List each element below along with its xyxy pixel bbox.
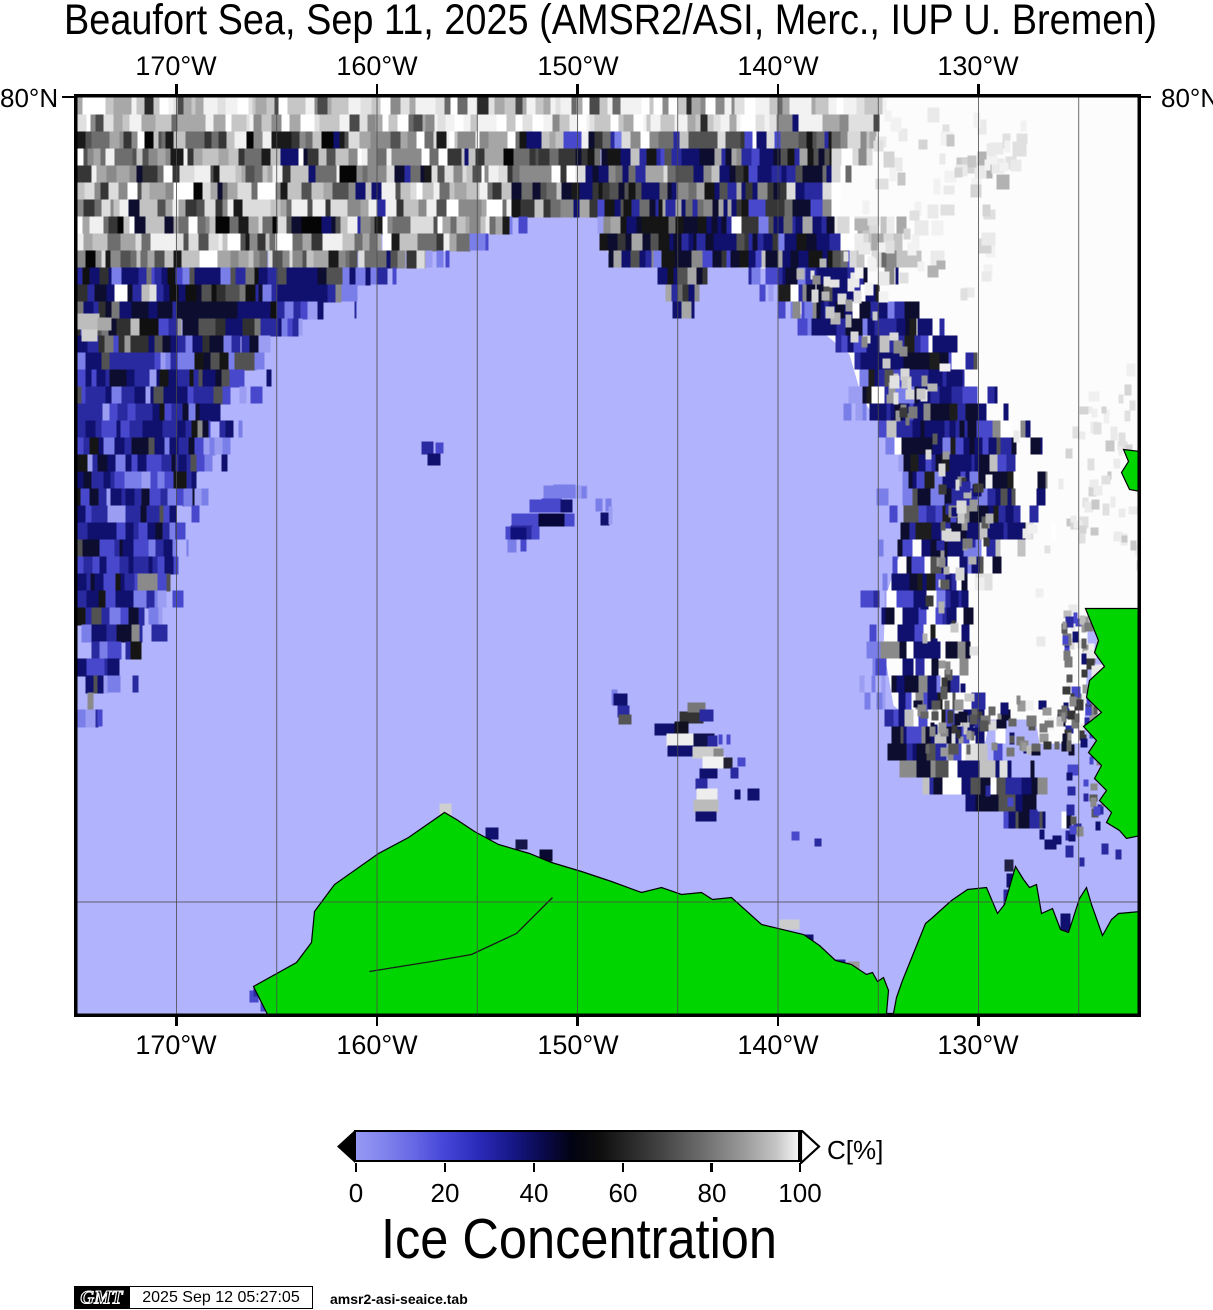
svg-text:GMT: GMT [80, 1288, 124, 1309]
